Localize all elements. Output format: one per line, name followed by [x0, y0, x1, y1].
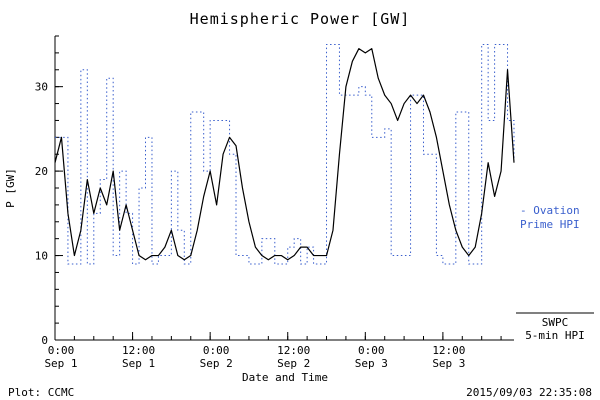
y-tick-label: 0: [41, 334, 48, 347]
x-tick-time-label: 12:00: [277, 344, 310, 357]
chart-title: Hemispheric Power [GW]: [190, 10, 411, 28]
x-tick-date-label: Sep 1: [122, 357, 155, 370]
y-axis-label: P [GW]: [4, 168, 17, 208]
x-tick-time-label: 0:00: [48, 344, 75, 357]
y-tick-label: 20: [35, 165, 48, 178]
y-tick-label: 30: [35, 81, 48, 94]
x-tick-date-label: Sep 3: [355, 357, 388, 370]
plot-source-text: Plot: CCMC: [8, 386, 74, 399]
y-tick-label: 10: [35, 250, 48, 263]
ovation-prime-hpi-series: [55, 43, 515, 265]
legend-swpc-label-line1: SWPC: [542, 316, 569, 329]
x-tick-time-label: 12:00: [122, 344, 155, 357]
x-tick-date-label: Sep 1: [44, 357, 77, 370]
x-tick-time-label: 0:00: [203, 344, 230, 357]
x-tick-date-label: Sep 3: [432, 357, 465, 370]
x-axis-label: Date and Time: [242, 371, 328, 384]
x-tick-date-label: Sep 2: [277, 357, 310, 370]
swpc-5min-hpi-series: [54, 48, 515, 261]
plot-timestamp-text: 2015/09/03 22:35:08: [466, 386, 592, 399]
legend-swpc-label-line2: 5-min HPI: [525, 329, 585, 342]
x-tick-date-label: Sep 2: [200, 357, 233, 370]
x-tick-time-label: 0:00: [358, 344, 385, 357]
legend-ovation-label-line1: - Ovation: [520, 204, 580, 217]
x-tick-time-label: 12:00: [432, 344, 465, 357]
legend-ovation-label-line2: Prime HPI: [520, 218, 580, 231]
